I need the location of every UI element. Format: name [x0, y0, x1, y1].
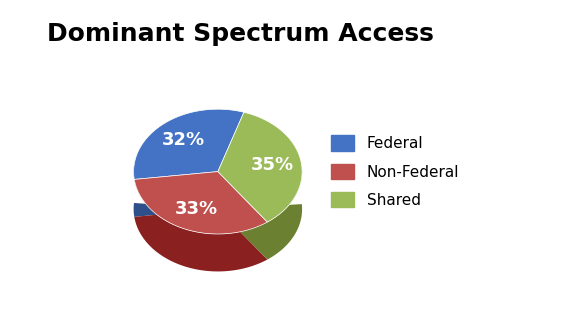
Polygon shape — [134, 172, 268, 271]
Polygon shape — [218, 112, 302, 222]
Polygon shape — [134, 172, 268, 234]
Text: 35%: 35% — [250, 156, 293, 174]
Text: 33%: 33% — [175, 200, 218, 218]
Polygon shape — [134, 165, 218, 217]
Polygon shape — [134, 109, 244, 179]
Text: Dominant Spectrum Access: Dominant Spectrum Access — [47, 22, 434, 46]
Text: 32%: 32% — [162, 131, 205, 149]
Polygon shape — [218, 167, 302, 260]
Legend: Federal, Non-Federal, Shared: Federal, Non-Federal, Shared — [325, 129, 465, 214]
